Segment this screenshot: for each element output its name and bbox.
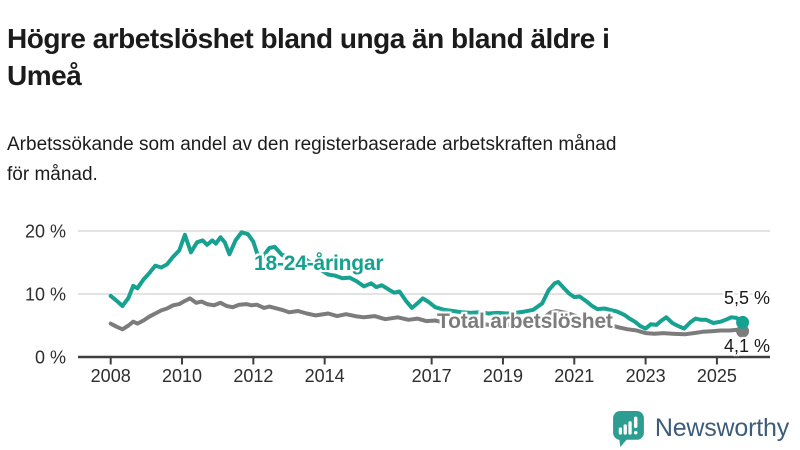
page-title: Högre arbetslöshet bland unga än bland ä… [7,22,610,91]
series-label-total: Total arbetslöshet [437,310,613,333]
x-tick-label: 2017 [412,366,452,386]
y-tick-label: 0 % [35,348,66,368]
series-end-dot-18-24 [736,315,750,329]
bar-chart-speech-bubble-icon [611,410,646,447]
brand-name: Newsworthy [654,414,789,442]
x-tick-label: 2012 [233,366,273,386]
x-tick-label: 2023 [626,366,666,386]
x-tick-label: 2021 [554,366,594,386]
series-line-total [108,296,745,337]
y-tick-label: 10 % [25,285,66,305]
x-tick-label: 2025 [697,366,737,386]
y-tick-label: 20 % [25,222,66,242]
end-value-label-18-24: 5,5 % [723,288,770,308]
chart-subtitle: Arbetssökande som andel av den registerb… [7,134,617,186]
x-tick-label: 2014 [305,366,345,386]
x-tick-label: 2019 [483,366,523,386]
end-value-label-total: 4,1 % [723,336,770,356]
x-tick-label: 2010 [162,366,202,386]
newsworthy-logo[interactable]: Newsworthy [611,410,789,447]
series-label-18-24: 18-24-åringar [254,252,384,275]
x-tick-label: 2008 [91,366,131,386]
series-line-18-24 [108,230,745,331]
